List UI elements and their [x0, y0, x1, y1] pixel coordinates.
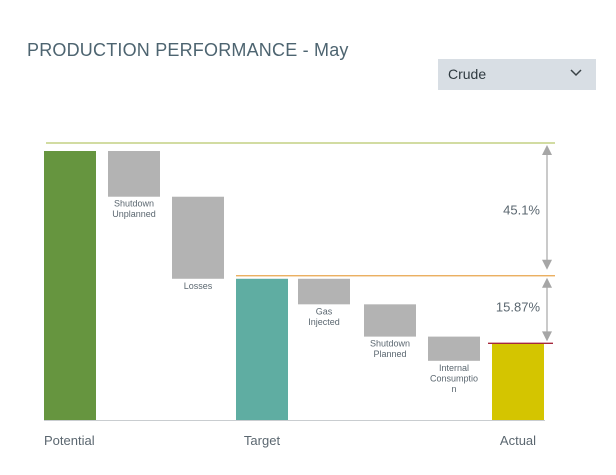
bar-loss-internal-consumption[interactable] [428, 336, 480, 361]
gap-label-potential-target: 45.1% [503, 202, 540, 217]
bar-loss-losses[interactable] [172, 196, 224, 279]
bar-label-gas-injected: Gas Injected [308, 306, 340, 327]
page-title: PRODUCTION PERFORMANCE - May [27, 40, 349, 60]
bar-loss-shutdown-planned[interactable] [364, 304, 416, 337]
bar-loss-shutdown-unplanned[interactable] [108, 151, 160, 197]
bar-label-shutdown-planned: Shutdown Planned [370, 339, 410, 360]
gap-arrow-potential-target-head-down [542, 259, 552, 270]
axis-label-target: Target [244, 433, 281, 448]
bar-total-actual[interactable] [492, 343, 544, 420]
gap-arrow-target-actual-head-down [542, 331, 552, 342]
gap-label-target-actual: 15.87% [496, 300, 541, 315]
commodity-dropdown[interactable]: Crude [438, 59, 596, 90]
bar-total-target[interactable] [236, 278, 288, 420]
bar-label-shutdown-unplanned: Shutdown Unplanned [112, 199, 156, 220]
axis-label-potential: Potential [44, 433, 95, 448]
bar-loss-gas-injected[interactable] [298, 278, 350, 305]
dropdown-selected-value: Crude [448, 66, 487, 82]
gap-arrow-target-actual-head-up [542, 277, 552, 288]
axis-label-actual: Actual [500, 433, 536, 448]
bar-label-losses: Losses [184, 281, 213, 291]
bar-label-internal-consumption: Internal Consumptio n [430, 363, 478, 394]
bar-total-potential[interactable] [44, 151, 96, 420]
chevron-down-icon [570, 69, 582, 77]
gap-arrow-potential-target-head-up [542, 145, 552, 155]
